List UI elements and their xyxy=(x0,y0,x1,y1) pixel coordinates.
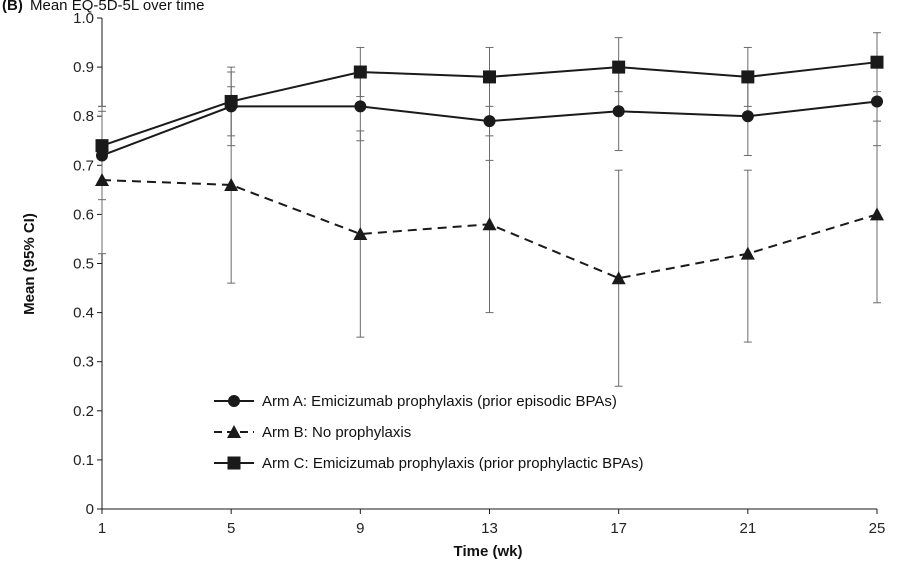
point-triangle xyxy=(611,271,626,285)
y-tick-label: 0.5 xyxy=(73,256,94,273)
y-tick-label: 0.2 xyxy=(73,403,94,420)
point-square xyxy=(612,60,626,74)
y-tick-label: 0.7 xyxy=(73,157,94,174)
point-circle xyxy=(871,95,883,108)
point-triangle xyxy=(95,173,109,187)
y-tick-label: 1.0 xyxy=(73,10,94,27)
point-square xyxy=(224,94,238,108)
y-axis-title: Mean (95% CI) xyxy=(21,213,38,315)
y-ticks: 0 0.1 0.2 0.3 0.4 0.5 0.6 0.7 0.8 0.9 1.0 xyxy=(73,10,102,518)
x-tick-label: 17 xyxy=(610,520,627,537)
x-ticks: 1 5 9 13 17 21 25 xyxy=(98,509,886,537)
x-tick-label: 1 xyxy=(98,520,106,537)
legend-swatch-marker xyxy=(228,395,240,407)
series-markers xyxy=(95,55,884,285)
y-tick-label: 0.1 xyxy=(73,452,94,469)
point-circle xyxy=(741,110,754,123)
y-tick-label: 0.4 xyxy=(73,305,94,322)
legend: Arm A: Emicizumab prophylaxis (prior epi… xyxy=(214,393,644,472)
point-circle xyxy=(612,105,625,118)
error-bars xyxy=(98,32,881,387)
y-tick-label: 0.6 xyxy=(73,206,94,223)
point-circle xyxy=(96,149,108,162)
legend-entry: Arm B: No prophylaxis xyxy=(262,424,411,441)
y-tick-label: 0.3 xyxy=(73,354,94,371)
legend-swatch-marker xyxy=(227,456,241,470)
panel-label: (B) xyxy=(2,0,23,14)
y-tick-label: 0.8 xyxy=(73,108,94,125)
point-square xyxy=(483,70,496,84)
y-tick-label: 0 xyxy=(86,501,94,518)
x-tick-label: 9 xyxy=(356,520,364,537)
legend-entry: Arm C: Emicizumab prophylaxis (prior pro… xyxy=(262,455,644,472)
point-square xyxy=(741,70,755,84)
x-tick-label: 25 xyxy=(869,520,886,537)
x-tick-label: 21 xyxy=(739,520,756,537)
point-circle xyxy=(354,100,367,113)
point-square xyxy=(870,55,884,69)
point-triangle xyxy=(224,177,239,191)
x-axis-title: Time (wk) xyxy=(454,543,523,560)
x-tick-label: 13 xyxy=(481,520,498,537)
point-circle xyxy=(483,115,496,128)
point-triangle xyxy=(740,246,755,260)
legend-swatch-marker xyxy=(227,425,241,438)
y-tick-label: 0.9 xyxy=(73,59,94,76)
point-triangle xyxy=(482,217,497,231)
legend-entry: Arm A: Emicizumab prophylaxis (prior epi… xyxy=(262,393,617,410)
point-triangle xyxy=(870,207,884,221)
chart-title-fragment: Mean EQ-5D-5L over time xyxy=(30,0,205,14)
point-square xyxy=(95,139,109,153)
point-triangle xyxy=(353,227,368,241)
point-square xyxy=(353,65,367,79)
x-tick-label: 5 xyxy=(227,520,235,537)
